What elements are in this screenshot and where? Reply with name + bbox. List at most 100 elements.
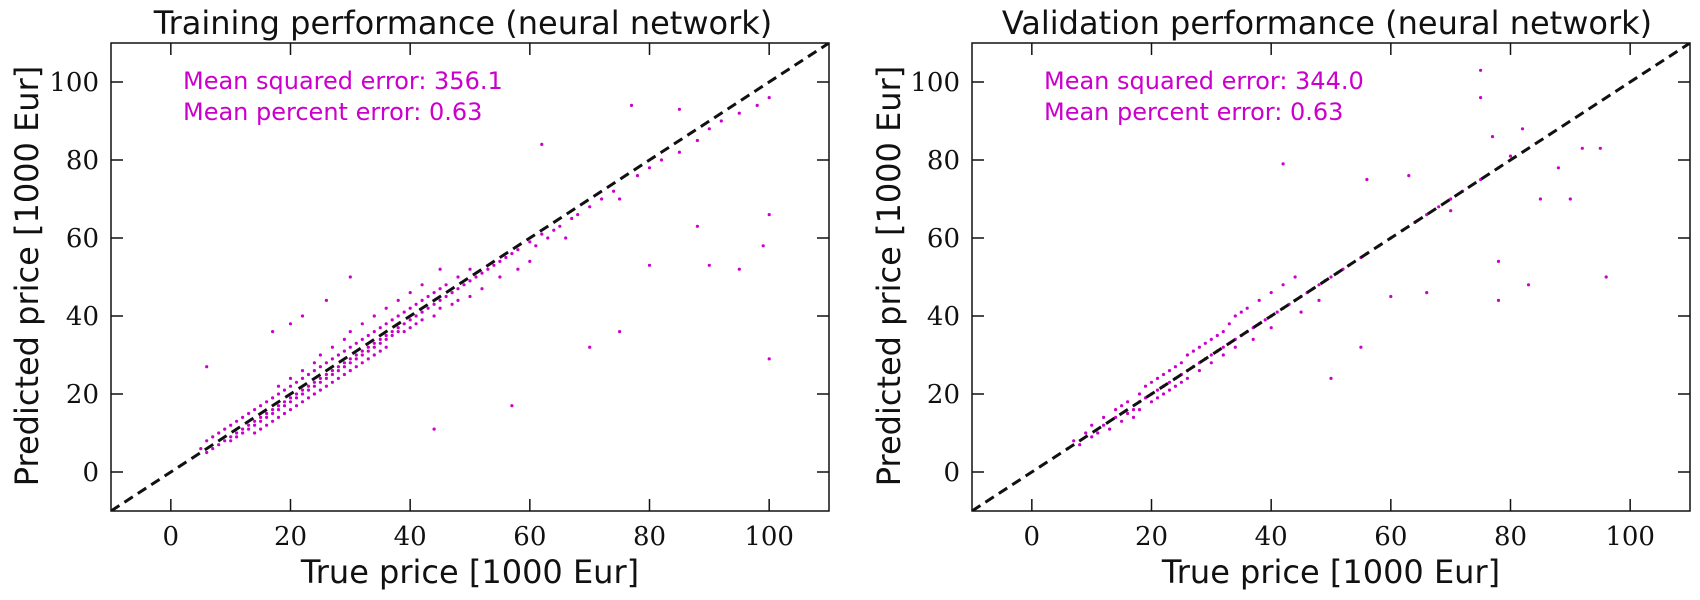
data-point (444, 283, 448, 287)
data-point (1293, 275, 1297, 279)
data-point (1173, 365, 1177, 369)
data-point (504, 255, 508, 260)
data-point (1102, 415, 1106, 419)
data-point (211, 447, 215, 451)
data-point (1167, 388, 1172, 392)
data-point (378, 337, 382, 341)
data-point (438, 287, 442, 291)
data-point (229, 439, 233, 443)
data-point (288, 376, 293, 380)
data-point (767, 357, 771, 361)
data-point (1185, 353, 1189, 357)
x-tick-label: 40 (1255, 522, 1288, 552)
data-point (1556, 166, 1560, 170)
x-tick-label: 20 (274, 522, 307, 552)
data-point (1317, 298, 1321, 302)
data-point (306, 388, 311, 392)
annotation-mse: Mean squared error: 344.0 (1044, 67, 1364, 95)
data-point (247, 411, 251, 416)
data-point (402, 310, 406, 314)
data-point (635, 174, 640, 178)
data-point (348, 361, 352, 365)
data-point (1167, 380, 1172, 384)
data-point (588, 345, 592, 349)
data-point (217, 431, 221, 435)
data-point (402, 330, 406, 334)
data-point (1425, 213, 1429, 217)
data-point (372, 353, 376, 357)
data-point (211, 435, 215, 439)
data-point (294, 392, 299, 396)
data-point (1479, 96, 1483, 100)
data-point (1191, 349, 1195, 353)
data-point (336, 376, 340, 380)
data-point (294, 380, 299, 384)
data-point (330, 357, 334, 361)
data-point (396, 326, 400, 330)
data-point (1096, 431, 1100, 435)
data-point (271, 330, 275, 334)
data-point (558, 224, 562, 228)
data-point (1137, 408, 1142, 412)
x-tick-label: 0 (163, 522, 180, 552)
data-point (1114, 408, 1118, 412)
data-point (336, 369, 340, 373)
data-point (516, 248, 520, 252)
data-point (1155, 376, 1160, 380)
data-point (259, 404, 263, 408)
data-point (1120, 419, 1124, 423)
data-point (324, 384, 328, 388)
data-point (294, 404, 299, 408)
x-tick-label: 0 (1024, 522, 1041, 552)
data-point (396, 314, 400, 318)
data-point (1263, 318, 1267, 322)
data-point (384, 322, 388, 326)
data-point (707, 263, 711, 267)
data-point (492, 263, 496, 267)
data-point (271, 396, 275, 400)
data-point (1137, 392, 1142, 396)
data-point (767, 213, 771, 217)
plot-frame (110, 42, 830, 512)
data-point (420, 310, 424, 314)
data-point (259, 415, 263, 419)
data-point (408, 291, 412, 295)
data-point (474, 275, 478, 279)
data-point (1131, 408, 1136, 412)
data-point (318, 380, 322, 384)
data-point (1185, 376, 1189, 380)
data-point (695, 224, 700, 228)
data-point (1233, 314, 1237, 318)
data-point (1329, 376, 1333, 380)
data-point (612, 189, 616, 193)
y-tick-label: 40 (66, 302, 99, 332)
data-point (588, 205, 592, 209)
data-point (468, 294, 472, 299)
data-point (366, 357, 370, 361)
data-point (408, 318, 412, 322)
data-point (271, 411, 275, 416)
data-point (306, 396, 311, 400)
data-point (432, 314, 436, 318)
data-point (1281, 162, 1285, 166)
data-point (1449, 209, 1453, 213)
data-point (1490, 135, 1495, 139)
data-point (1389, 294, 1393, 299)
data-point (300, 400, 305, 404)
data-point (330, 369, 334, 373)
data-point (1209, 361, 1213, 365)
data-point (534, 244, 538, 248)
data-point (205, 365, 209, 369)
data-point (300, 369, 305, 373)
data-point (737, 267, 741, 271)
data-point (330, 372, 334, 377)
data-point (1090, 435, 1094, 439)
data-point (354, 357, 358, 361)
data-point (1317, 283, 1321, 287)
data-point (384, 345, 388, 349)
data-point (1078, 443, 1082, 447)
y-tick-label: 60 (66, 224, 99, 254)
data-point (1114, 415, 1118, 419)
data-point (396, 330, 400, 334)
